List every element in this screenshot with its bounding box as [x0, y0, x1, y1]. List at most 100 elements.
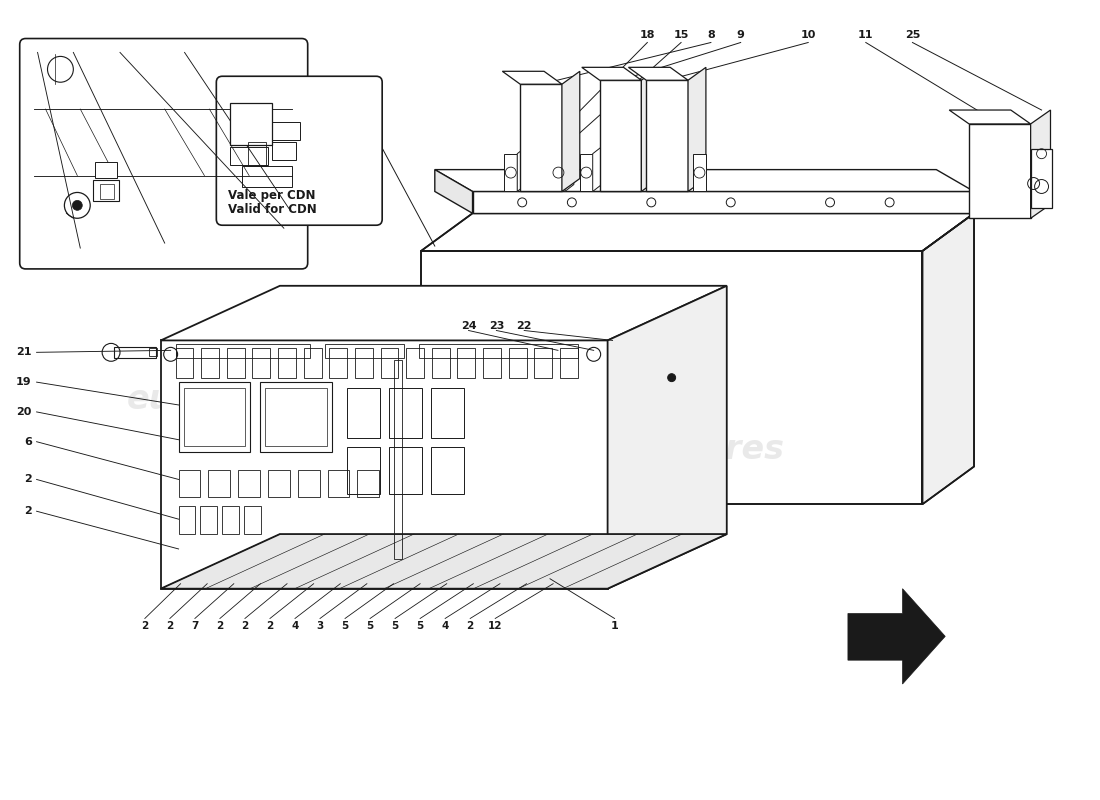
Bar [483, 348, 500, 378]
Polygon shape [565, 146, 574, 191]
Bar [504, 154, 517, 191]
Bar [148, 348, 157, 356]
Text: 5: 5 [417, 622, 424, 631]
Bar [421, 251, 923, 504]
Bar [176, 344, 310, 358]
Text: 22: 22 [516, 321, 532, 330]
Bar [253, 348, 271, 378]
Bar [394, 360, 402, 559]
Text: 11: 11 [858, 30, 873, 39]
Bar [431, 446, 463, 494]
Bar [272, 142, 296, 160]
Polygon shape [434, 170, 473, 214]
Polygon shape [161, 341, 607, 589]
Circle shape [668, 374, 675, 382]
Text: 2: 2 [24, 474, 32, 485]
Bar [278, 348, 296, 378]
Bar [260, 382, 331, 452]
Text: 13: 13 [43, 228, 58, 238]
Bar [304, 348, 321, 378]
Bar [389, 446, 422, 494]
Bar [1031, 149, 1053, 208]
Polygon shape [688, 67, 706, 191]
Bar [222, 506, 239, 534]
Bar [600, 80, 641, 191]
Bar [328, 470, 350, 498]
FancyBboxPatch shape [217, 76, 382, 226]
Text: 23: 23 [488, 321, 504, 330]
Bar [100, 183, 114, 199]
Bar [508, 348, 527, 378]
Bar [201, 348, 219, 378]
Bar [458, 348, 475, 378]
Polygon shape [562, 71, 580, 191]
Text: eurospares: eurospares [126, 383, 338, 417]
Bar [184, 388, 245, 446]
Polygon shape [1031, 110, 1050, 218]
Polygon shape [628, 67, 688, 80]
Polygon shape [161, 286, 727, 341]
Polygon shape [949, 110, 1031, 124]
Bar [96, 162, 117, 178]
Bar [242, 166, 292, 187]
Text: 5: 5 [392, 622, 398, 631]
Circle shape [73, 200, 82, 210]
Text: 6: 6 [24, 437, 32, 446]
Bar [431, 388, 463, 438]
Polygon shape [923, 214, 974, 504]
Bar [358, 470, 379, 498]
Bar [389, 388, 422, 438]
Text: 4: 4 [292, 622, 299, 631]
Bar [381, 348, 398, 378]
Polygon shape [421, 214, 974, 251]
Bar [114, 347, 156, 358]
Polygon shape [161, 534, 727, 589]
Text: 17: 17 [326, 100, 341, 110]
Bar [230, 103, 272, 145]
Bar [265, 388, 327, 446]
Text: 9: 9 [737, 30, 745, 39]
Bar [647, 80, 688, 191]
Bar [227, 348, 244, 378]
Text: 25: 25 [905, 30, 921, 39]
Bar [208, 470, 230, 498]
Bar [200, 506, 218, 534]
Text: 19: 19 [16, 377, 32, 387]
Text: 21: 21 [16, 347, 32, 358]
Bar [693, 154, 706, 191]
Bar [298, 470, 320, 498]
Text: 18: 18 [639, 30, 656, 39]
Polygon shape [848, 589, 945, 684]
Bar [239, 470, 260, 498]
Text: 2: 2 [266, 622, 274, 631]
FancyBboxPatch shape [20, 38, 308, 269]
Text: 5: 5 [341, 622, 349, 631]
Text: eurospares: eurospares [573, 433, 784, 466]
Bar [432, 348, 450, 378]
Text: 2: 2 [166, 622, 174, 631]
Text: 16: 16 [279, 100, 295, 110]
Polygon shape [582, 67, 641, 80]
Bar [249, 142, 266, 166]
Polygon shape [593, 146, 602, 191]
Text: 20: 20 [16, 407, 32, 417]
Text: 7: 7 [191, 622, 199, 631]
Bar [355, 348, 373, 378]
Bar [176, 348, 194, 378]
Text: 4: 4 [441, 622, 449, 631]
Bar [580, 154, 593, 191]
Bar [272, 122, 299, 140]
Text: Valid for CDN: Valid for CDN [229, 203, 317, 216]
Bar [348, 388, 381, 438]
Text: 2: 2 [24, 506, 32, 516]
Bar [473, 191, 974, 214]
Bar [329, 348, 348, 378]
Bar [268, 470, 289, 498]
Text: 2: 2 [466, 622, 474, 631]
Polygon shape [503, 71, 562, 84]
Text: 5: 5 [366, 622, 374, 631]
Text: 8: 8 [707, 30, 715, 39]
Bar [419, 344, 578, 358]
Polygon shape [434, 170, 974, 191]
Text: 2: 2 [241, 622, 249, 631]
